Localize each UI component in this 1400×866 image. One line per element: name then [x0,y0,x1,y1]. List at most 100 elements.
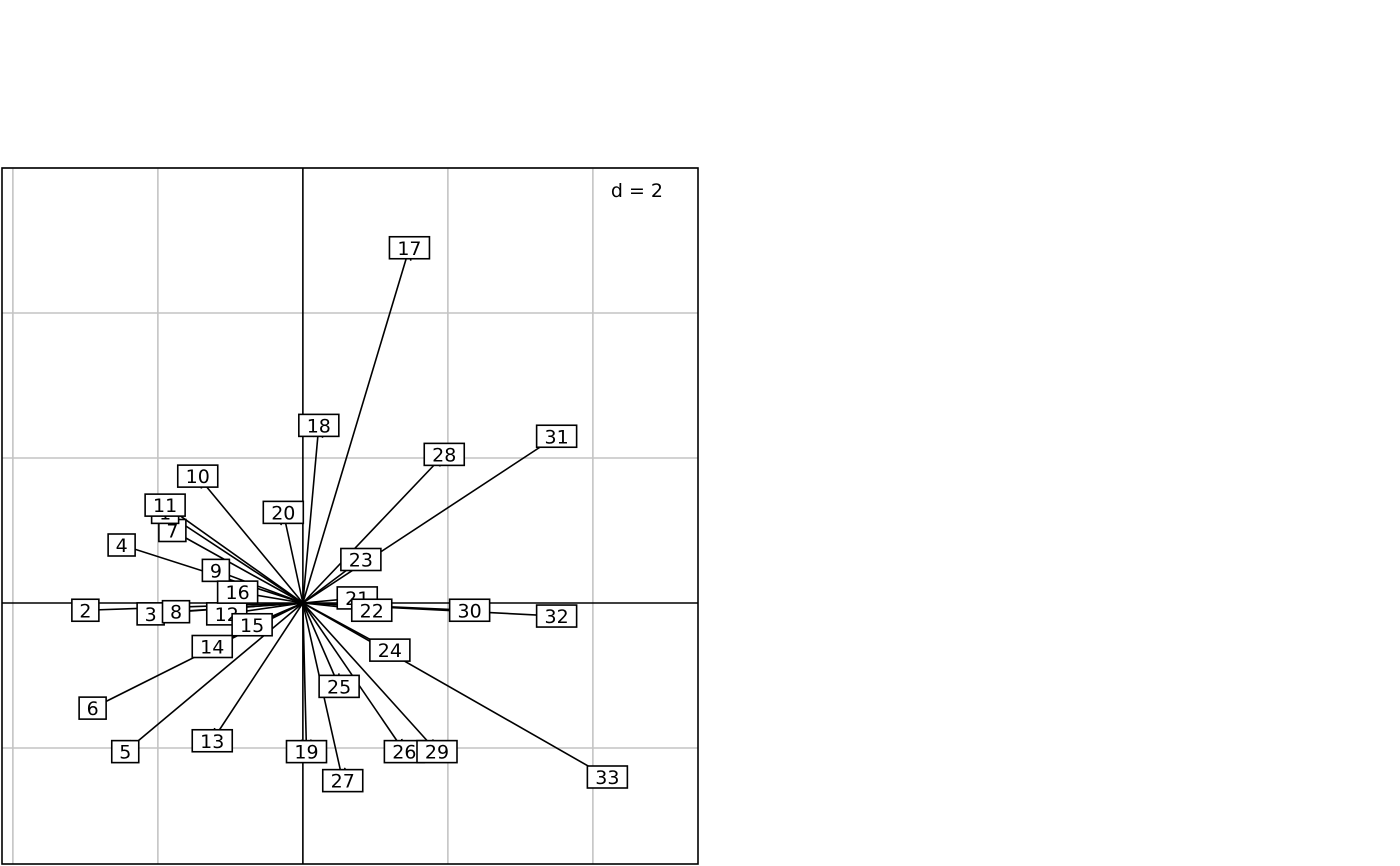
label-text: 26 [392,742,416,764]
label-box [78,696,107,720]
grid-lines [2,167,698,864]
label-box [388,235,431,260]
label-text: 32 [545,606,569,628]
label-text: 7 [166,521,178,543]
label-text: 33 [595,767,619,789]
scale-label: d = 2 [611,180,663,202]
point-label-9: 9 [201,558,231,583]
point-label-8: 8 [161,599,191,624]
label-text: 11 [153,495,177,517]
plot-frame [1,167,699,865]
label-text: 4 [116,535,128,557]
label-text: 28 [432,444,456,466]
point-label-14: 14 [191,634,234,659]
label-text: 19 [294,742,318,764]
label-text: 3 [145,604,157,626]
label-box [298,413,340,438]
label-box [176,464,219,488]
label-box [161,599,191,624]
label-box [191,728,234,753]
label-text: 30 [458,600,482,622]
label-text: 6 [87,698,99,720]
point-label-6: 6 [78,696,107,720]
point-label-27: 27 [321,768,364,793]
point-label-15: 15 [231,612,273,637]
label-text: 13 [200,731,224,753]
label-text: 27 [331,771,355,793]
arrow-shaft-5 [124,602,304,753]
arrow-shaft-7 [171,529,304,604]
label-text: 16 [226,582,250,604]
arrow-shaft-17 [302,247,411,604]
label-box [285,739,328,764]
arrow-shaft-20 [282,512,304,604]
label-box [369,638,411,662]
arrow-shaft-11 [164,504,304,604]
point-label-33: 33 [586,765,629,789]
arrow-shaft-1 [164,511,304,604]
label-text: 15 [240,615,264,637]
label-text: 25 [327,676,351,698]
point-labels: 2381245671111091615141318201719212223242… [71,235,629,793]
label-text: 17 [397,238,421,260]
arrow-shaft-13 [211,602,304,742]
label-box [262,500,305,525]
arrow-shaft-25 [302,602,340,687]
label-box [201,558,231,583]
label-text: 29 [425,742,449,764]
label-text: 24 [378,640,402,662]
point-label-11: 11 [144,493,186,517]
label-box [107,533,136,557]
point-label-18: 18 [298,413,340,438]
point-label-3: 3 [136,602,165,626]
label-text: 5 [119,742,131,764]
label-text: 23 [349,550,373,572]
label-box [191,634,234,659]
point-label-7: 7 [158,518,187,543]
label-box [423,442,466,467]
point-label-24: 24 [369,638,411,662]
point-label-22: 22 [350,598,393,623]
point-label-4: 4 [107,533,136,557]
label-box [448,598,491,623]
arrow-shaft-31 [302,435,558,604]
arrow-shaft-33 [302,602,608,778]
label-text: 20 [271,502,295,524]
label-text: 10 [186,466,210,488]
label-box [231,612,273,637]
arrow-shaft-29 [302,602,438,753]
label-text: 2 [79,600,91,622]
point-label-13: 13 [191,728,234,753]
arrow-shaft-10 [197,475,304,604]
label-text: 22 [360,600,384,622]
label-text: 8 [170,602,182,624]
label-text: 9 [210,560,222,582]
point-label-29: 29 [416,739,458,764]
point-label-19: 19 [285,739,328,764]
label-box [340,547,382,572]
point-label-31: 31 [535,424,578,448]
arrow-shaft-18 [302,425,320,604]
label-text: 31 [545,426,569,448]
label-box [71,598,100,623]
arrow-shaft-2 [85,602,303,612]
point-label-16: 16 [216,580,259,604]
point-label-10: 10 [176,464,219,488]
label-text: 14 [200,637,224,659]
point-label-25: 25 [318,674,360,699]
point-label-23: 23 [340,547,382,572]
label-box [535,604,578,628]
label-box [321,768,364,793]
point-label-28: 28 [423,442,466,467]
label-text: 18 [307,415,331,437]
point-label-2: 2 [71,598,100,623]
label-box [318,674,360,699]
label-box [216,580,259,604]
point-label-32: 32 [535,604,578,628]
label-box [144,493,186,517]
arrow-shaft-19 [302,602,308,752]
label-box [586,765,629,789]
label-box [350,598,393,623]
point-label-17: 17 [388,235,431,260]
